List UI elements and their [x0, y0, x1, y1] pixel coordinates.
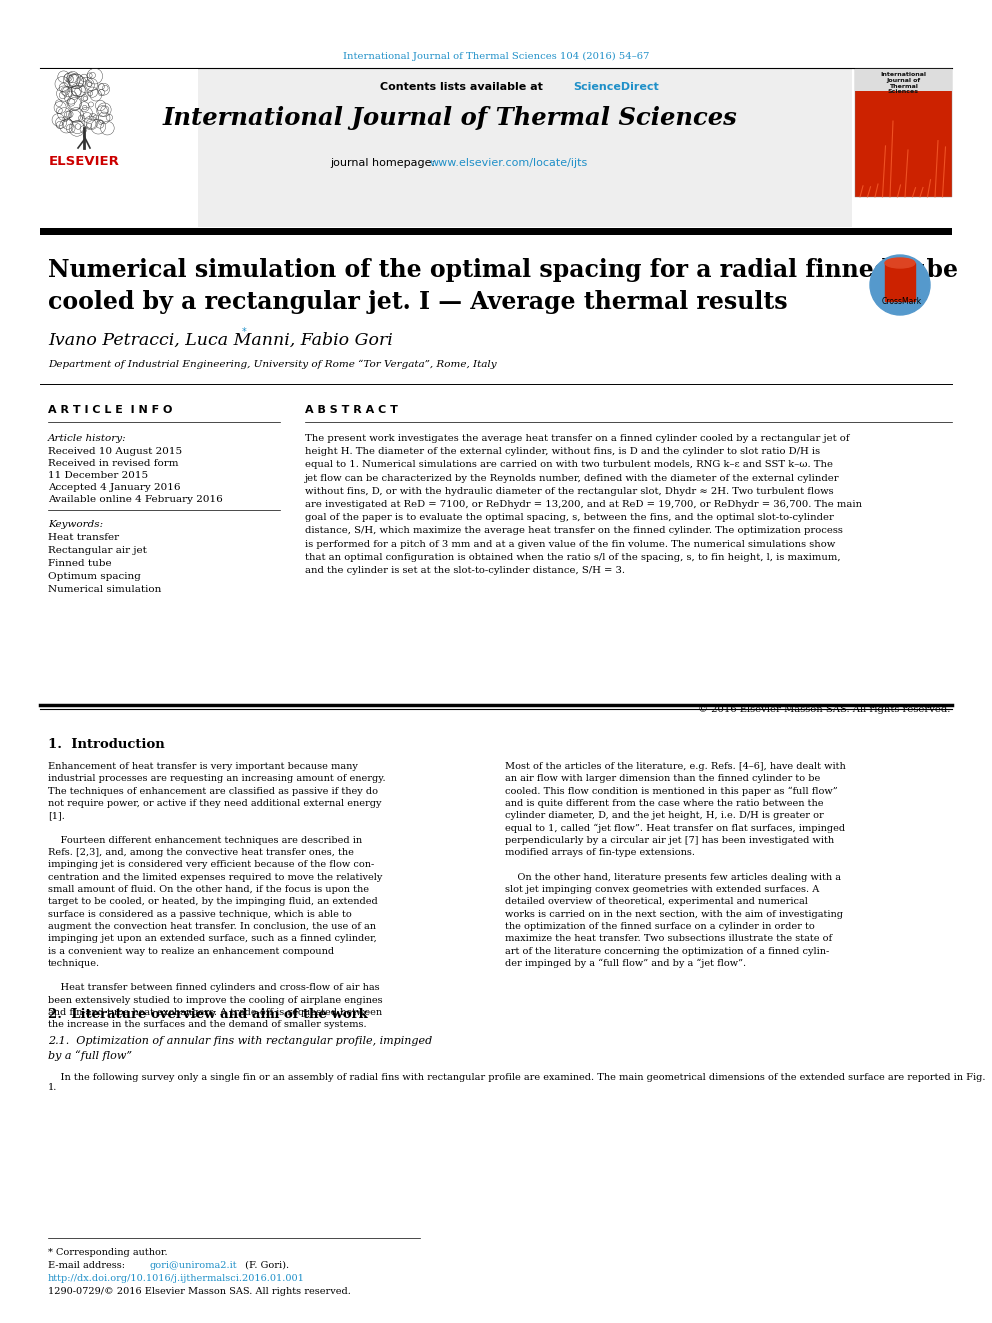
Text: International Journal of Thermal Sciences: International Journal of Thermal Science…	[163, 106, 737, 130]
Text: art of the literature concerning the optimization of a finned cylin-: art of the literature concerning the opt…	[505, 946, 829, 955]
Text: 2.1.  Optimization of annular fins with rectangular profile, impinged: 2.1. Optimization of annular fins with r…	[48, 1036, 433, 1046]
Text: an air flow with larger dimension than the finned cylinder to be: an air flow with larger dimension than t…	[505, 774, 820, 783]
Text: Numerical simulation of the optimal spacing for a radial finned tube: Numerical simulation of the optimal spac…	[48, 258, 958, 282]
Text: surface is considered as a passive technique, which is able to: surface is considered as a passive techn…	[48, 910, 352, 918]
Text: Finned tube: Finned tube	[48, 560, 112, 568]
Text: [1].: [1].	[48, 811, 64, 820]
Text: Enhancement of heat transfer is very important because many: Enhancement of heat transfer is very imp…	[48, 762, 358, 771]
Text: der impinged by a “full flow” and by a “jet flow”.: der impinged by a “full flow” and by a “…	[505, 959, 746, 968]
Text: Department of Industrial Engineering, University of Rome “Tor Vergata”, Rome, It: Department of Industrial Engineering, Un…	[48, 360, 497, 369]
Text: Optimum spacing: Optimum spacing	[48, 572, 141, 581]
Text: industrial processes are requesting an increasing amount of energy.: industrial processes are requesting an i…	[48, 774, 386, 783]
Text: modified arrays of fin-type extensions.: modified arrays of fin-type extensions.	[505, 848, 695, 857]
Text: Most of the articles of the literature, e.g. Refs. [4–6], have dealt with: Most of the articles of the literature, …	[505, 762, 846, 771]
Text: ELSEVIER: ELSEVIER	[49, 155, 119, 168]
Text: been extensively studied to improve the cooling of airplane engines: been extensively studied to improve the …	[48, 996, 383, 1004]
Text: Refs. [2,3], and, among the convective heat transfer ones, the: Refs. [2,3], and, among the convective h…	[48, 848, 354, 857]
Ellipse shape	[885, 258, 915, 269]
Text: maximize the heat transfer. Two subsections illustrate the state of: maximize the heat transfer. Two subsecti…	[505, 934, 832, 943]
Text: the optimization of the finned surface on a cylinder in order to: the optimization of the finned surface o…	[505, 922, 814, 931]
Text: works is carried on in the next section, with the aim of investigating: works is carried on in the next section,…	[505, 910, 843, 918]
Text: cylinder diameter, D, and the jet height, H, i.e. D/H is greater or: cylinder diameter, D, and the jet height…	[505, 811, 823, 820]
Bar	[885, 263, 915, 302]
Text: and is quite different from the case where the ratio between the: and is quite different from the case whe…	[505, 799, 823, 808]
Text: Rectangular air jet: Rectangular air jet	[48, 546, 147, 556]
Text: that an optimal configuration is obtained when the ratio s/l of the spacing, s, : that an optimal configuration is obtaine…	[305, 553, 840, 562]
Text: In the following survey only a single fin or an assembly of radial fins with rec: In the following survey only a single fi…	[48, 1073, 985, 1093]
Text: equal to 1. Numerical simulations are carried on with two turbulent models, RNG : equal to 1. Numerical simulations are ca…	[305, 460, 833, 470]
Bar	[40, 69, 198, 228]
Text: *: *	[242, 327, 247, 337]
Text: A R T I C L E  I N F O: A R T I C L E I N F O	[48, 405, 173, 415]
Text: augment the convection heat transfer. In conclusion, the use of an: augment the convection heat transfer. In…	[48, 922, 376, 931]
Text: 2.  Literature overview and aim of the work: 2. Literature overview and aim of the wo…	[48, 1008, 368, 1021]
Text: 1290-0729/© 2016 Elsevier Masson SAS. All rights reserved.: 1290-0729/© 2016 Elsevier Masson SAS. Al…	[48, 1287, 351, 1297]
Bar	[40, 228, 952, 235]
Text: Available online 4 February 2016: Available online 4 February 2016	[48, 495, 223, 504]
Text: CrossMark: CrossMark	[882, 296, 922, 306]
Text: ScienceDirect: ScienceDirect	[573, 82, 659, 93]
Circle shape	[870, 255, 930, 315]
Text: the increase in the surfaces and the demand of smaller systems.: the increase in the surfaces and the dem…	[48, 1020, 367, 1029]
Text: impinging jet is considered very efficient because of the flow con-: impinging jet is considered very efficie…	[48, 860, 374, 869]
Text: The techniques of enhancement are classified as passive if they do: The techniques of enhancement are classi…	[48, 787, 378, 795]
Text: Received in revised form: Received in revised form	[48, 459, 179, 468]
Text: and fin-and-tube heat exchangers. A trade-off is requested between: and fin-and-tube heat exchangers. A trad…	[48, 1008, 382, 1017]
Text: Fourteen different enhancement techniques are described in: Fourteen different enhancement technique…	[48, 836, 362, 845]
Text: equal to 1, called “jet flow”. Heat transfer on flat surfaces, impinged: equal to 1, called “jet flow”. Heat tran…	[505, 823, 845, 832]
Text: Keywords:: Keywords:	[48, 520, 103, 529]
Text: centration and the limited expenses required to move the relatively: centration and the limited expenses requ…	[48, 873, 382, 881]
Text: is performed for a pitch of 3 mm and at a given value of the fin volume. The num: is performed for a pitch of 3 mm and at …	[305, 540, 835, 549]
Text: height H. The diameter of the external cylinder, without fins, is D and the cyli: height H. The diameter of the external c…	[305, 447, 820, 456]
Text: perpendicularly by a circular air jet [7] has been investigated with: perpendicularly by a circular air jet [7…	[505, 836, 834, 845]
Text: without fins, D, or with the hydraulic diameter of the rectangular slot, Dhydr ≈: without fins, D, or with the hydraulic d…	[305, 487, 833, 496]
Text: On the other hand, literature presents few articles dealing with a: On the other hand, literature presents f…	[505, 873, 841, 881]
Text: jet flow can be characterized by the Reynolds number, defined with the diameter : jet flow can be characterized by the Rey…	[305, 474, 839, 483]
Text: www.elsevier.com/locate/ijts: www.elsevier.com/locate/ijts	[430, 157, 588, 168]
Text: detailed overview of theoretical, experimental and numerical: detailed overview of theoretical, experi…	[505, 897, 807, 906]
Text: target to be cooled, or heated, by the impinging fluid, an extended: target to be cooled, or heated, by the i…	[48, 897, 378, 906]
Text: are investigated at ReD = 7100, or ReDhydr = 13,200, and at ReD = 19,700, or ReD: are investigated at ReD = 7100, or ReDhy…	[305, 500, 862, 509]
Text: Article history:: Article history:	[48, 434, 127, 443]
Text: is a convenient way to realize an enhancement compound: is a convenient way to realize an enhanc…	[48, 946, 334, 955]
Text: impinging jet upon an extended surface, such as a finned cylinder,: impinging jet upon an extended surface, …	[48, 934, 377, 943]
Bar	[40, 69, 852, 228]
Text: journal homepage:: journal homepage:	[330, 157, 435, 168]
Text: Heat transfer between finned cylinders and cross-flow of air has: Heat transfer between finned cylinders a…	[48, 983, 380, 992]
Text: International
Journal of
Thermal
Sciences: International Journal of Thermal Science…	[880, 71, 926, 94]
Text: E-mail address:: E-mail address:	[48, 1261, 128, 1270]
Text: cooled by a rectangular jet. I — Average thermal results: cooled by a rectangular jet. I — Average…	[48, 290, 788, 314]
Text: cooled. This flow condition is mentioned in this paper as “full flow”: cooled. This flow condition is mentioned…	[505, 787, 837, 796]
Text: 1.  Introduction: 1. Introduction	[48, 738, 165, 751]
Text: Numerical simulation: Numerical simulation	[48, 585, 162, 594]
Text: International Journal of Thermal Sciences 104 (2016) 54–67: International Journal of Thermal Science…	[343, 52, 649, 61]
Text: Received 10 August 2015: Received 10 August 2015	[48, 447, 183, 456]
Text: Contents lists available at: Contents lists available at	[380, 82, 547, 93]
Text: Ivano Petracci, Luca Manni, Fabio Gori: Ivano Petracci, Luca Manni, Fabio Gori	[48, 332, 393, 349]
Text: http://dx.doi.org/10.1016/j.ijthermalsci.2016.01.001: http://dx.doi.org/10.1016/j.ijthermalsci…	[48, 1274, 305, 1283]
Text: Accepted 4 January 2016: Accepted 4 January 2016	[48, 483, 181, 492]
Text: A B S T R A C T: A B S T R A C T	[305, 405, 398, 415]
Text: and the cylinder is set at the slot-to-cylinder distance, S/H = 3.: and the cylinder is set at the slot-to-c…	[305, 566, 625, 576]
Text: by a “full flow”: by a “full flow”	[48, 1050, 132, 1061]
Text: (F. Gori).: (F. Gori).	[242, 1261, 289, 1270]
Text: slot jet impinging convex geometries with extended surfaces. A: slot jet impinging convex geometries wit…	[505, 885, 819, 894]
Text: technique.: technique.	[48, 959, 100, 968]
Text: 11 December 2015: 11 December 2015	[48, 471, 148, 480]
Bar	[855, 69, 952, 197]
Text: small amount of fluid. On the other hand, if the focus is upon the: small amount of fluid. On the other hand…	[48, 885, 369, 894]
Text: gori@uniroma2.it: gori@uniroma2.it	[150, 1261, 238, 1270]
Text: © 2016 Elsevier Masson SAS. All rights reserved.: © 2016 Elsevier Masson SAS. All rights r…	[697, 705, 950, 714]
Text: distance, S/H, which maximize the average heat transfer on the finned cylinder. : distance, S/H, which maximize the averag…	[305, 527, 843, 536]
Text: Heat transfer: Heat transfer	[48, 533, 119, 542]
Text: * Corresponding author.: * Corresponding author.	[48, 1248, 168, 1257]
Text: goal of the paper is to evaluate the optimal spacing, s, between the fins, and t: goal of the paper is to evaluate the opt…	[305, 513, 834, 523]
Bar	[855, 69, 952, 91]
Text: not require power, or active if they need additional external energy: not require power, or active if they nee…	[48, 799, 382, 808]
Text: The present work investigates the average heat transfer on a finned cylinder coo: The present work investigates the averag…	[305, 434, 849, 443]
